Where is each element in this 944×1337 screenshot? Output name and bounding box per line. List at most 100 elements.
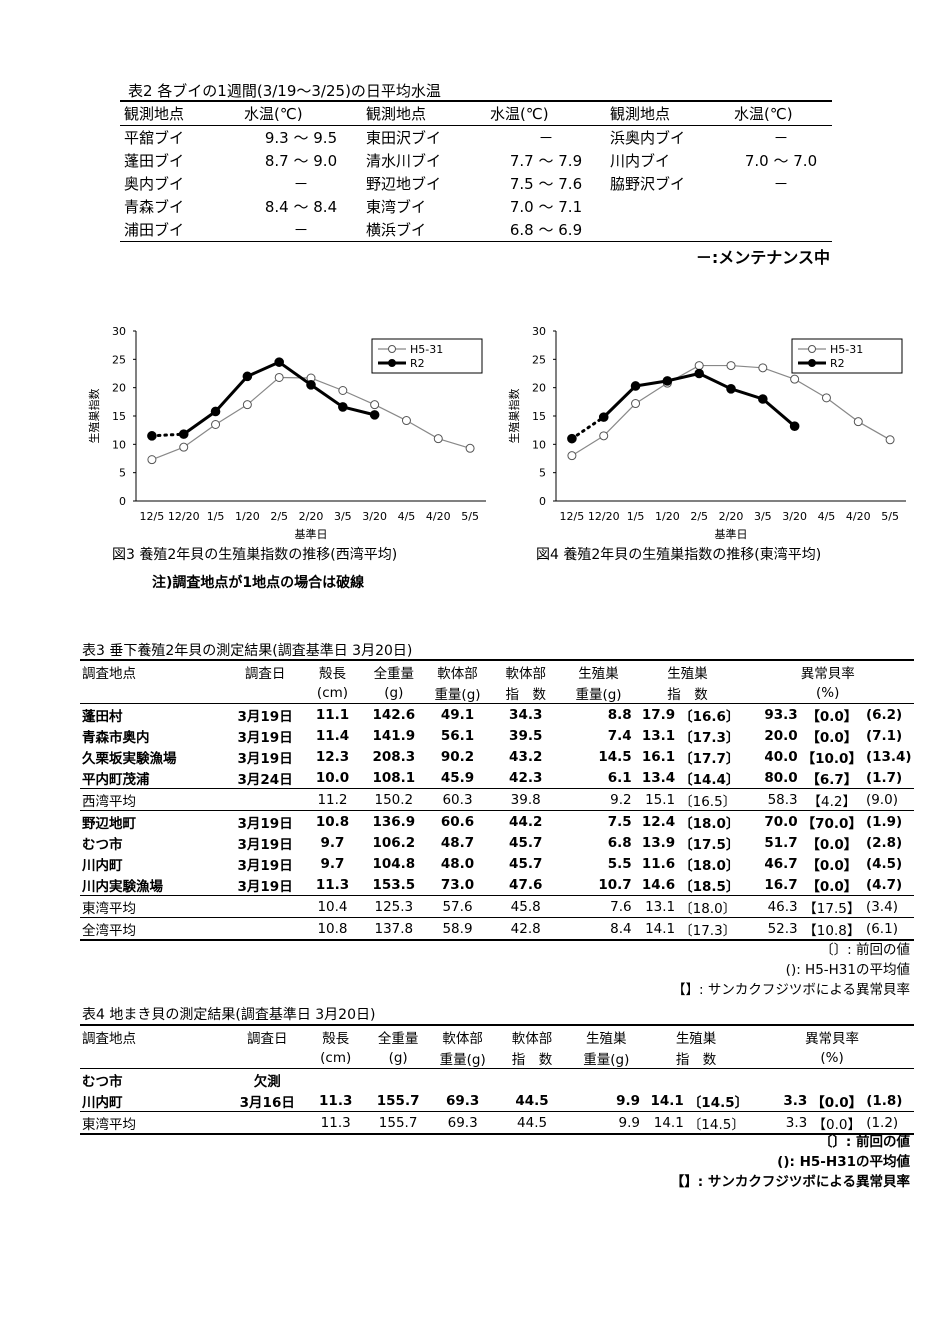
y-tick-label: 5 [539, 467, 546, 480]
cell-date: 3月19日 [237, 857, 293, 874]
data-point [465, 443, 475, 453]
column-header: 指 数 [511, 1051, 553, 1068]
cell-wt: 104.8 [372, 855, 416, 872]
table-row: 蓬田ブイ 8.7 ～ 9.0 清水川ブイ 7.7 ～ 7.9 川内ブイ 7.0 ～ 7.0 [120, 149, 832, 172]
station-name [606, 218, 730, 242]
column-header: (g) [384, 684, 404, 701]
cell-ab [750, 1069, 809, 1091]
cell-sw: 45.9 [440, 769, 475, 786]
table2-title: 表2 各ブイの1週間(3/19～3/25)の日平均水温 [128, 82, 441, 100]
series-segment [571, 435, 605, 457]
cell-wt: 106.2 [372, 834, 416, 851]
cell-wt: 125.3 [360, 895, 427, 918]
cell-wt: 150.2 [360, 788, 427, 811]
table-row: 青森市奥内 3月19日 11.4 141.9 56.1 39.5 7.4 13.1 〔17.3〕… [80, 725, 914, 746]
cell-ab-prev: 【0.0】 [806, 708, 858, 725]
x-tick-label: 1/20 [235, 510, 260, 523]
cell-date [227, 1111, 307, 1135]
series-segment [635, 379, 668, 388]
x-axis-label: 基準日 [295, 527, 328, 541]
series-segment [826, 397, 859, 423]
station-name: 野辺地ブイ [366, 175, 442, 193]
cell-gw: 6.8 [607, 834, 632, 851]
cell-ab-prev [809, 1069, 864, 1091]
cell-ab: 46.3 [741, 895, 800, 918]
cell-gw: 14.5 [598, 748, 632, 765]
temperature-value: 7.0 ～ 7.1 [509, 198, 583, 216]
series-segment [667, 372, 700, 383]
cell-len: 10.0 [315, 769, 350, 786]
x-tick-label: 1/20 [655, 510, 680, 523]
cell-site: 東湾平均 [80, 1111, 228, 1135]
cell-len: 11.2 [304, 788, 361, 811]
cell-si: 44.5 [515, 1092, 549, 1109]
cell-gi-prev: 〔18.0〕 [679, 857, 740, 874]
cell-len: 10.4 [304, 895, 361, 918]
cell-ab: 40.0 [764, 748, 798, 765]
cell-si: 42.8 [488, 917, 564, 941]
series-segment [246, 360, 280, 378]
cell-wt: 137.8 [360, 917, 427, 941]
data-point [726, 384, 736, 394]
cell-si: 45.7 [509, 834, 543, 851]
y-tick-label: 5 [119, 467, 126, 480]
cell-ab-avg: (2.8) [865, 834, 903, 851]
cell-gi-prev: 〔17.3〕 [677, 917, 742, 941]
cell-wt: 208.3 [372, 748, 416, 765]
station-name: 奥内ブイ [124, 175, 185, 193]
column-header: 調査地点 [82, 665, 136, 682]
column-header: 生殖巣 [675, 1030, 717, 1047]
legend-marker [808, 359, 816, 367]
cell-site: むつ市 [82, 1073, 123, 1090]
average-row: 東湾平均 10.4 125.3 57.6 45.8 7.6 13.1 〔18.0〕 46.3 【1… [80, 895, 914, 918]
cell-sw: 69.3 [446, 1092, 480, 1109]
y-tick-label: 25 [112, 353, 126, 366]
series-segment [374, 404, 407, 422]
cell-ab-prev: 【0.0】 [806, 857, 858, 874]
cell-si: 39.8 [488, 788, 564, 811]
data-point [662, 376, 673, 386]
cell-gi-prev: 〔18.5〕 [679, 878, 740, 895]
x-tick-label: 2/5 [270, 510, 288, 523]
table-header-row: (cm) (g) 重量(g) 指 数 重量(g) 指 数 (%) [80, 1047, 914, 1069]
legend-label: H5-31 [410, 343, 443, 356]
maintenance-note: －:メンテナンス中 [695, 248, 830, 267]
cell-wt: 108.1 [372, 769, 416, 786]
cell-gw: 7.5 [607, 813, 632, 830]
station-name: 東田沢ブイ [366, 129, 442, 147]
column-header: (g) [388, 1049, 408, 1066]
series-segment [438, 438, 471, 449]
y-axis-label: 生殖巣指数 [507, 389, 521, 444]
legend-label: R2 [410, 357, 425, 370]
cell-ab: 3.3 [750, 1111, 810, 1135]
x-tick-label: 2/20 [719, 510, 744, 523]
column-header: 調査日 [244, 665, 286, 682]
cell-ab-avg: (1.2) [864, 1111, 914, 1135]
cell-gi-prev: 〔17.7〕 [679, 750, 740, 767]
cell-date: 3月19日 [237, 815, 293, 832]
figure-note: 注)調査地点が1地点の場合は破線 [152, 575, 365, 591]
cell-sw: 56.1 [440, 727, 475, 744]
cell-si: 39.5 [509, 727, 543, 744]
column-header [228, 1047, 307, 1069]
x-axis-label: 基準日 [715, 527, 748, 541]
data-point [694, 361, 704, 371]
cell-sw: 60.3 [426, 788, 489, 811]
temperature-value: 7.7 ～ 7.9 [509, 152, 583, 170]
cell-ab-avg: (3.4) [863, 895, 914, 918]
legend-box [791, 338, 903, 374]
column-header: 指 数 [667, 686, 708, 703]
cell-si: 34.3 [509, 706, 543, 723]
cell-ab-prev: 【4.2】 [799, 788, 864, 811]
data-point [179, 442, 189, 452]
table4-title: 表4 地まき貝の測定結果(調査基準日 3月20日) [82, 1007, 376, 1023]
data-point [631, 399, 641, 409]
cell-date: 3月19日 [237, 750, 293, 767]
data-point [790, 374, 800, 384]
cell-ab-prev: 【70.0】 [801, 815, 862, 832]
x-tick-label: 12/20 [588, 510, 620, 523]
table-row: 久栗坂実験漁場 3月19日 12.3 208.3 90.2 43.2 14.5 16.1 〔17… [80, 746, 914, 767]
data-point [789, 421, 800, 431]
cell-wt: 141.9 [372, 727, 416, 744]
series-segment [183, 424, 216, 448]
